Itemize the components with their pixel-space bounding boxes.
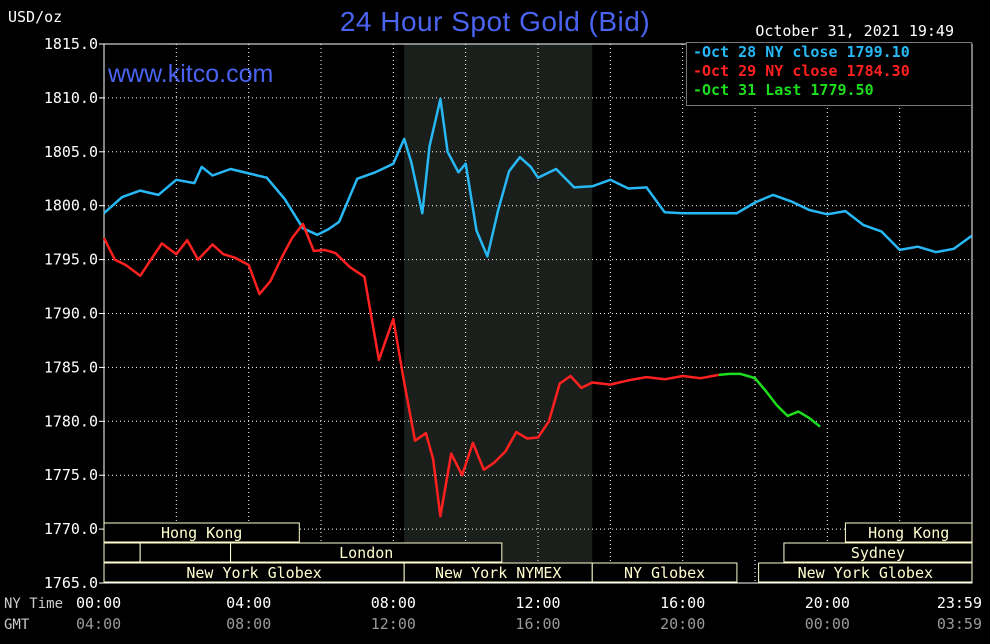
gmt-row-label: GMT [4, 617, 30, 633]
market-session-bar [230, 542, 503, 563]
legend-item-oct28: -Oct 28 NY close 1799.10 [693, 43, 910, 61]
series-line-3 [718, 372, 821, 428]
y-tick-label: 1815.0 [44, 35, 98, 53]
x-tick-label-ny: 23:59 [937, 594, 982, 612]
market-session-label: New York Globex [798, 564, 933, 582]
x-tick-label-ny: 16:00 [660, 594, 705, 612]
y-tick-label: 1810.0 [44, 89, 98, 107]
market-session-label: Sydney [851, 544, 905, 562]
x-tick-label-gmt: 12:00 [371, 615, 416, 633]
y-tick-label: 1775.0 [44, 466, 98, 484]
x-tick-label-gmt: 08:00 [226, 615, 271, 633]
x-tick-label-gmt: 04:00 [76, 615, 121, 633]
x-tick-label-ny: 04:00 [226, 594, 271, 612]
x-tick-label-gmt: 00:00 [805, 615, 850, 633]
market-session-label: Hong Kong [868, 524, 949, 542]
market-session-bar [103, 542, 141, 563]
market-session-label: NY Globex [624, 564, 705, 582]
market-session-label: Hong Kong [161, 524, 242, 542]
market-session-label: New York Globex [186, 564, 321, 582]
market-session-bar [103, 522, 300, 543]
y-tick-label: 1780.0 [44, 412, 98, 430]
y-tick-label: 1805.0 [44, 143, 98, 161]
site-url[interactable]: www.kitco.com [108, 60, 274, 88]
y-tick-label: 1795.0 [44, 251, 98, 269]
market-session-label: London [339, 544, 393, 562]
series-line-2 [102, 222, 720, 518]
x-tick-label-gmt: 03:59 [937, 615, 982, 633]
y-tick-label: 1765.0 [44, 574, 98, 592]
ny-time-row-label: NY Time [4, 596, 64, 612]
market-session-bar [844, 522, 973, 543]
market-session-bar [591, 562, 738, 583]
x-tick-label-gmt: 16:00 [515, 615, 560, 633]
y-tick-label: 1770.0 [44, 520, 98, 538]
legend-item-oct29: -Oct 29 NY close 1784.30 [693, 62, 910, 80]
timestamp: October 31, 2021 19:49 [755, 22, 954, 40]
x-tick-label-ny: 08:00 [371, 594, 416, 612]
y-axis-unit-label: USD/oz [8, 8, 63, 26]
market-session-label: New York NYMEX [435, 564, 561, 582]
y-tick-label: 1785.0 [44, 358, 98, 376]
market-session-bar [758, 562, 973, 583]
series-line-1 [103, 97, 973, 258]
y-tick-label: 1800.0 [44, 197, 98, 215]
market-session-bar [139, 542, 232, 563]
chart-title: 24 Hour Spot Gold (Bid) [339, 6, 651, 37]
legend-item-oct31: -Oct 31 Last 1779.50 [693, 81, 874, 99]
x-tick-label-ny: 00:00 [76, 594, 121, 612]
x-tick-label-ny: 12:00 [515, 594, 560, 612]
market-session-bar [783, 542, 973, 563]
legend: -Oct 28 NY close 1799.10 -Oct 29 NY clos… [686, 42, 972, 106]
x-tick-label-ny: 20:00 [805, 594, 850, 612]
y-tick-label: 1790.0 [44, 305, 98, 323]
x-tick-label-gmt: 20:00 [660, 615, 705, 633]
